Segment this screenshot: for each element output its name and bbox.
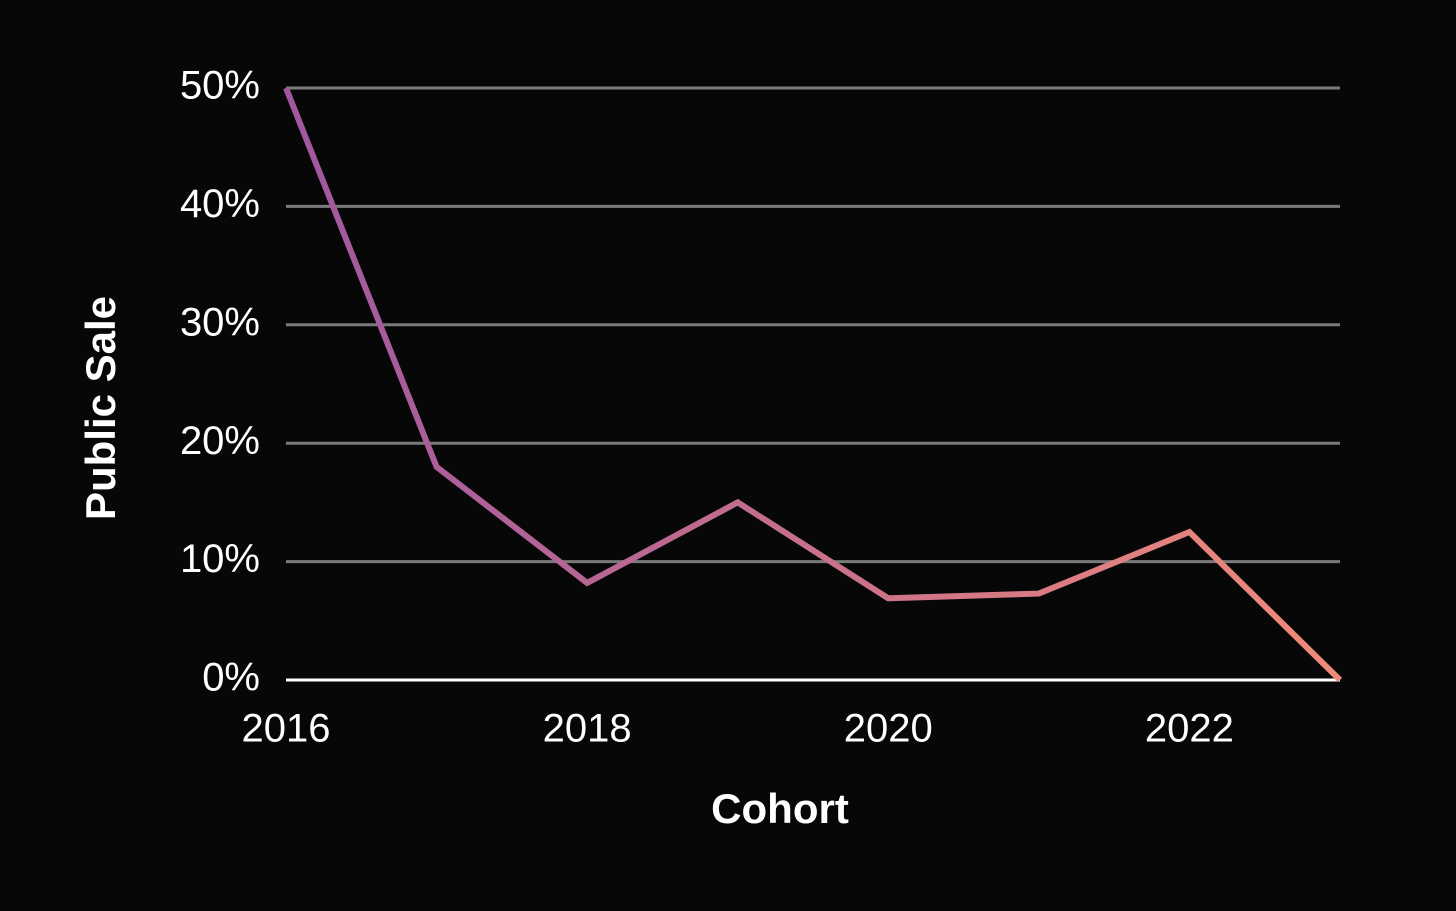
line xyxy=(283,86,1343,683)
y-tick-label: 20% xyxy=(180,419,260,463)
x-axis-title: Cohort xyxy=(711,785,849,832)
y-tick-label: 10% xyxy=(180,537,260,581)
y-axis-title: Public Sale xyxy=(77,296,124,520)
y-tick-label: 0% xyxy=(202,656,260,700)
x-tick-label: 2020 xyxy=(844,707,933,751)
x-tick-label: 2018 xyxy=(543,707,632,751)
x-tick-label: 2016 xyxy=(242,707,331,751)
x-tick-label: 2022 xyxy=(1145,707,1234,751)
y-tick-label: 50% xyxy=(180,64,260,108)
y-tick-label: 40% xyxy=(180,182,260,226)
y-tick-label: 30% xyxy=(180,300,260,344)
